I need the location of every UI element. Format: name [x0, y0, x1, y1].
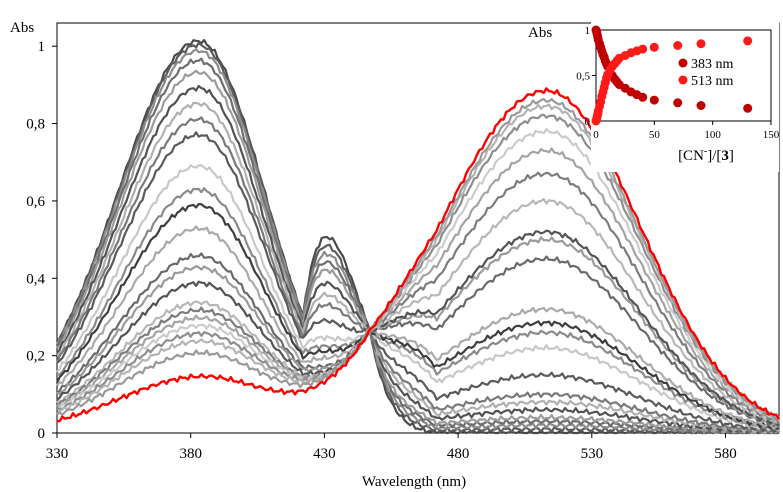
- x-tick-label: 480: [447, 446, 470, 462]
- legend-label-513: 513 nm: [691, 74, 734, 89]
- x-tick-label: 380: [179, 446, 202, 462]
- spectrum-line: [56, 128, 780, 422]
- spectrum-line: [55, 116, 780, 434]
- spectrum-line: [56, 198, 780, 424]
- inset-point-513: [638, 44, 648, 54]
- inset-point-513: [649, 42, 659, 52]
- inset-y-tick-label: 1: [585, 25, 591, 37]
- inset-x-tick-label: 150: [763, 129, 780, 141]
- y-axis-label: Abs: [10, 20, 34, 36]
- inset-x-label-sup: -: [704, 146, 707, 157]
- spectrum-line: [56, 164, 780, 432]
- inset-y-tick-label: 0: [585, 116, 591, 128]
- inset-x-axis: 0 50 100 150: [593, 121, 780, 141]
- inset-point-513: [673, 41, 683, 50]
- inset-x-tick-label: 50: [649, 129, 661, 141]
- spectrum-line: [56, 203, 780, 430]
- x-tick-label: 330: [46, 446, 69, 462]
- inset-x-label-part-3: ]: [729, 148, 734, 164]
- inset-x-tick-label: 0: [593, 129, 599, 141]
- inset-chart: 0 50 100 150 0 0,5 1 Abs [CN-]/[3] 383 nm 513…: [528, 20, 780, 172]
- inset-points: [591, 25, 753, 126]
- main-plot-frame: [56, 22, 780, 434]
- y-tick-label: 1: [38, 39, 46, 55]
- spectrum-line: [56, 171, 780, 425]
- y-tick-label: 0: [38, 426, 46, 442]
- inset-point-383: [649, 95, 659, 105]
- y-tick-label: 0,6: [26, 194, 45, 210]
- spectrum-line: [56, 252, 780, 429]
- spectrum-line: [56, 131, 780, 434]
- inset-point-513: [743, 36, 753, 46]
- y-tick-label: 0,8: [26, 117, 45, 133]
- spectrum-line: [56, 225, 780, 430]
- spectrum-line: [56, 113, 780, 421]
- inset-x-label-part-1: [CN: [678, 148, 704, 164]
- legend-marker-513: [678, 75, 688, 85]
- inset-x-label: [CN-]/[3]: [678, 146, 734, 164]
- spectrum-line: [56, 147, 780, 422]
- inset-point-383: [638, 92, 648, 102]
- spectrum-line: [56, 98, 780, 419]
- inset-x-tick-label: 100: [704, 129, 721, 141]
- x-tick-label: 530: [581, 446, 604, 462]
- spectrum-line: [56, 187, 780, 431]
- spectrum-line: [56, 84, 780, 435]
- spectrum-line: [56, 101, 780, 434]
- spectrum-line-final: [56, 87, 781, 423]
- y-tick-label: 0,4: [26, 271, 45, 287]
- inset-y-label: Abs: [528, 25, 552, 41]
- inset-x-label-bold: 3: [721, 148, 729, 164]
- main-y-axis: 0 0,2 0,4 0,6 0,8 1: [26, 39, 57, 442]
- inset-point-513: [696, 39, 706, 49]
- main-curves: [55, 38, 781, 435]
- spectrum-line: [55, 57, 780, 435]
- inset-point-383: [743, 103, 753, 113]
- legend-marker-383: [678, 58, 688, 68]
- x-axis-label: Wavelength (nm): [362, 474, 466, 490]
- inset-x-label-part-2: ]/[: [707, 148, 721, 164]
- main-x-axis: 330 380 430 480 530 580: [46, 433, 737, 462]
- inset-point-383: [696, 101, 706, 110]
- x-tick-label: 430: [313, 446, 336, 462]
- inset-y-tick-label: 0,5: [576, 71, 590, 83]
- x-tick-label: 580: [714, 446, 737, 462]
- legend-label-383: 383 nm: [691, 57, 734, 72]
- inset-legend: 383 nm 513 nm: [678, 57, 734, 89]
- inset-point-383: [673, 98, 683, 108]
- y-tick-label: 0,2: [26, 349, 45, 365]
- spectrum-line: [56, 229, 780, 426]
